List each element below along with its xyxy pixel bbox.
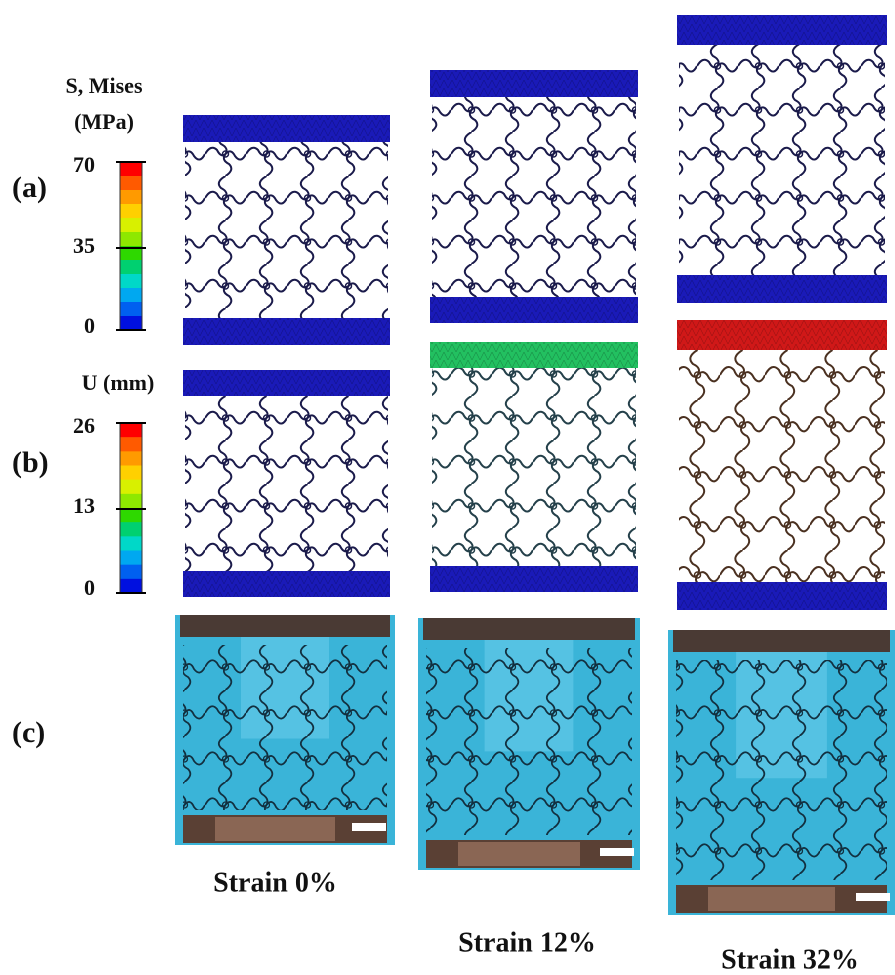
- legend-tick-label: 70: [73, 152, 95, 177]
- colorbar-segment: [120, 302, 142, 317]
- colorbar-segment: [120, 494, 142, 509]
- colorbar: [116, 423, 146, 594]
- row-label: (b): [12, 446, 49, 479]
- specimen: [676, 660, 887, 880]
- colorbar-segment: [120, 204, 142, 219]
- colorbar-segment: [120, 176, 142, 191]
- plate-mesh: [183, 318, 390, 345]
- grip-face: [215, 817, 335, 841]
- colorbar: [116, 162, 146, 331]
- legend-title: S, Mises: [66, 73, 143, 98]
- legend-tick-label: 0: [84, 313, 95, 338]
- plate-mesh: [677, 275, 887, 303]
- colorbar-segment: [120, 536, 142, 551]
- scale-bar: [856, 893, 890, 901]
- plate-mesh: [183, 115, 390, 142]
- colorbar-segment: [120, 551, 142, 566]
- caption: Strain 32%: [721, 944, 859, 975]
- lattice: [679, 350, 885, 582]
- legend-tick-label: 13: [73, 493, 95, 518]
- plate-mesh: [677, 582, 887, 610]
- scale-bar: [352, 823, 386, 831]
- plate-mesh: [430, 70, 638, 97]
- colorbar-segment: [120, 437, 142, 452]
- lattice: [432, 368, 636, 566]
- colorbar-segment: [120, 466, 142, 481]
- legend-title: U (mm): [82, 370, 155, 395]
- plate-mesh: [183, 571, 390, 597]
- panels: [175, 15, 895, 915]
- lattice: [185, 142, 388, 318]
- colorbar-segment: [120, 260, 142, 275]
- caption: Strain 12%: [458, 927, 596, 958]
- legend-tick-label: 0: [84, 575, 95, 600]
- lattice: [185, 396, 388, 571]
- page: (a) (b) (c) S, Mises (MPa) 70 35 0 U (mm…: [0, 0, 895, 975]
- plate-mesh: [430, 566, 638, 592]
- legend-title: (MPa): [74, 109, 134, 134]
- grip-face: [458, 842, 580, 866]
- colorbar-segment: [120, 522, 142, 537]
- grip-face: [708, 887, 835, 911]
- plate-mesh: [183, 370, 390, 396]
- colorbar-segment: [120, 579, 142, 594]
- colorbar-segment: [120, 218, 142, 233]
- plate-mesh: [677, 320, 887, 350]
- colorbar-segment: [120, 508, 142, 523]
- colorbar-segment: [120, 274, 142, 289]
- colorbar-segment: [120, 232, 142, 247]
- scale-bar: [600, 848, 634, 856]
- legend-tick-label: 26: [73, 413, 95, 438]
- lattice: [432, 97, 636, 297]
- lattice: [679, 45, 885, 275]
- colorbar-segment: [120, 288, 142, 303]
- colorbar-segment: [120, 565, 142, 580]
- colorbar-segment: [120, 451, 142, 466]
- grip: [180, 615, 390, 637]
- specimen: [183, 645, 387, 810]
- row-label: (c): [12, 716, 45, 749]
- colorbar-segment: [120, 316, 142, 331]
- colorbar-segment: [120, 190, 142, 205]
- colorbar-segment: [120, 162, 142, 177]
- grip: [423, 618, 635, 640]
- row-label: (a): [12, 171, 47, 204]
- grip: [673, 630, 890, 652]
- colorbar-segment: [120, 480, 142, 495]
- plate-mesh: [677, 15, 887, 45]
- specimen: [426, 648, 632, 835]
- colorbar-segment: [120, 423, 142, 438]
- plate-mesh: [430, 342, 638, 368]
- legend-tick-label: 35: [73, 233, 95, 258]
- plate-mesh: [430, 297, 638, 323]
- caption: Strain 0%: [213, 867, 337, 898]
- figure: (a) (b) (c) S, Mises (MPa) 70 35 0 U (mm…: [0, 0, 895, 975]
